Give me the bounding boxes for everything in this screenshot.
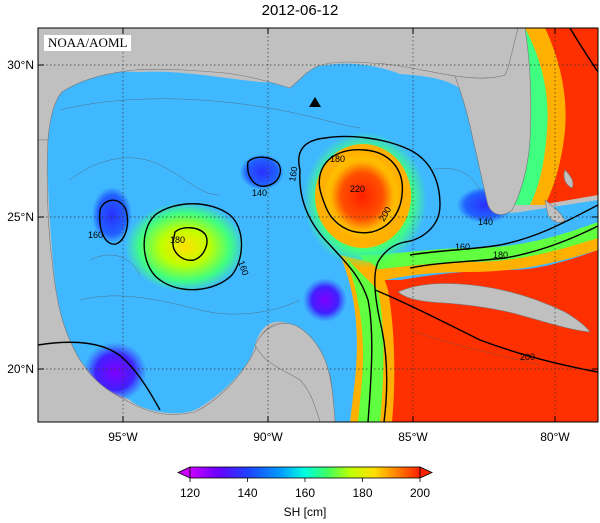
lat-label-30n: 30°N (7, 58, 34, 72)
contour-label: 140 (478, 217, 493, 227)
cold-eddy-north (240, 154, 284, 190)
contour-label: 160 (236, 259, 251, 277)
contour-lines (38, 28, 598, 422)
contour-label: 160 (287, 166, 299, 183)
contour-label: 160 (455, 242, 470, 252)
lat-label-20n: 20°N (7, 362, 34, 376)
eddy-core (324, 154, 400, 238)
colorbar-tick: 140 (237, 486, 257, 500)
colorbar-gradient (189, 466, 421, 479)
colorbar-label: SH [cm] (284, 505, 327, 519)
gulf-stream-green (505, 28, 548, 205)
loop-current-core (346, 258, 384, 422)
source-badge: NOAA/AOML (44, 35, 132, 51)
contour-label: 160 (88, 230, 103, 240)
contour-label: 180 (330, 154, 345, 164)
gulf-stream-edge (520, 28, 566, 205)
lon-label-85w: 85°W (398, 430, 428, 444)
lon-label-90w: 90°W (253, 430, 283, 444)
graticule (38, 28, 598, 422)
colorbar-tick: 120 (180, 486, 200, 500)
front-band-green (360, 222, 598, 270)
bahamas (544, 169, 574, 223)
cold-eddy-west (92, 187, 132, 243)
western-eddy (125, 202, 245, 292)
cuba (397, 283, 591, 333)
contour-label: 180 (493, 250, 508, 260)
map-title: 2012-06-12 (261, 2, 339, 19)
lon-label-80w: 80°W (540, 430, 570, 444)
florida-peninsula (454, 28, 532, 215)
lat-label-25n: 25°N (7, 210, 34, 224)
colorbar-tick: 180 (352, 486, 372, 500)
colorbar-min-arrow (177, 466, 191, 479)
contour-labels: 180 140 160 180 160 220 200 160 140 160 … (88, 154, 535, 362)
contour-label: 180 (170, 235, 185, 245)
colorbar-max-arrow (419, 466, 433, 479)
tick-marks (38, 28, 598, 422)
contour-label: 200 (520, 352, 535, 362)
colorbar: 120 140 160 180 200 SH [cm] (177, 466, 433, 519)
contour-label: 220 (350, 184, 365, 194)
front-band (370, 236, 598, 282)
station-marker (309, 97, 321, 107)
map-content: 180 140 160 180 160 220 200 160 140 160 … (38, 28, 598, 422)
contour-label: 140 (252, 188, 267, 198)
yucatan-peninsula (254, 323, 336, 422)
colorbar-tick: 160 (295, 486, 315, 500)
minor-contours (59, 98, 541, 366)
cold-eddy-campeche (303, 278, 347, 322)
map-border (37, 27, 599, 423)
lon-label-95w: 95°W (108, 430, 138, 444)
colorbar-tick: 200 (410, 486, 430, 500)
gulf-stream (540, 28, 598, 205)
